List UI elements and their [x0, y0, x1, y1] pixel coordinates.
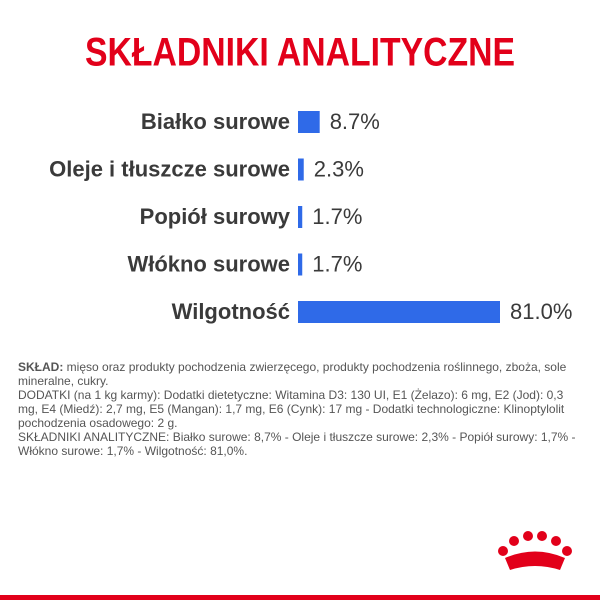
value-label: 1.7%: [312, 204, 362, 229]
bar: [298, 158, 304, 181]
value-label: 81.0%: [510, 299, 572, 324]
composition-label: SKŁAD:: [18, 360, 64, 374]
bar: [298, 111, 320, 133]
category-label: Popiół surowy: [140, 204, 291, 229]
chart-title: SKŁADNIKI ANALITYCZNE: [85, 31, 515, 75]
value-label: 8.7%: [330, 109, 380, 134]
analytical: SKŁADNIKI ANALITYCZNE: Białko surowe: 8,…: [18, 430, 576, 458]
category-label: Wilgotność: [172, 299, 290, 324]
composition-text: mięso oraz produkty pochodzenia zwierzęc…: [18, 360, 567, 388]
notes: SKŁAD: mięso oraz produkty pochodzenia z…: [18, 360, 578, 458]
composition: SKŁAD: mięso oraz produkty pochodzenia z…: [18, 360, 578, 388]
logo: [498, 531, 572, 570]
bar: [298, 206, 303, 228]
category-label: Oleje i tłuszcze surowe: [49, 156, 290, 181]
category-label: Włókno surowe: [127, 251, 290, 276]
value-label: 1.7%: [312, 251, 362, 276]
category-label: Białko surowe: [141, 109, 290, 134]
bottom-strip: [0, 595, 600, 600]
additives: DODATKI (na 1 kg karmy): Dodatki dietety…: [18, 388, 565, 430]
bar: [298, 301, 500, 323]
value-label: 2.3%: [314, 156, 364, 181]
bar: [298, 253, 303, 276]
